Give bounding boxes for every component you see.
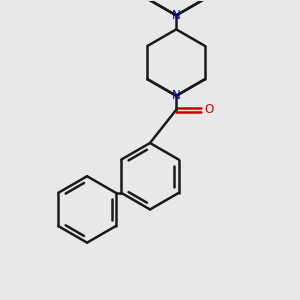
Text: N: N bbox=[172, 9, 181, 22]
Text: O: O bbox=[204, 103, 213, 116]
Text: N: N bbox=[172, 89, 181, 102]
